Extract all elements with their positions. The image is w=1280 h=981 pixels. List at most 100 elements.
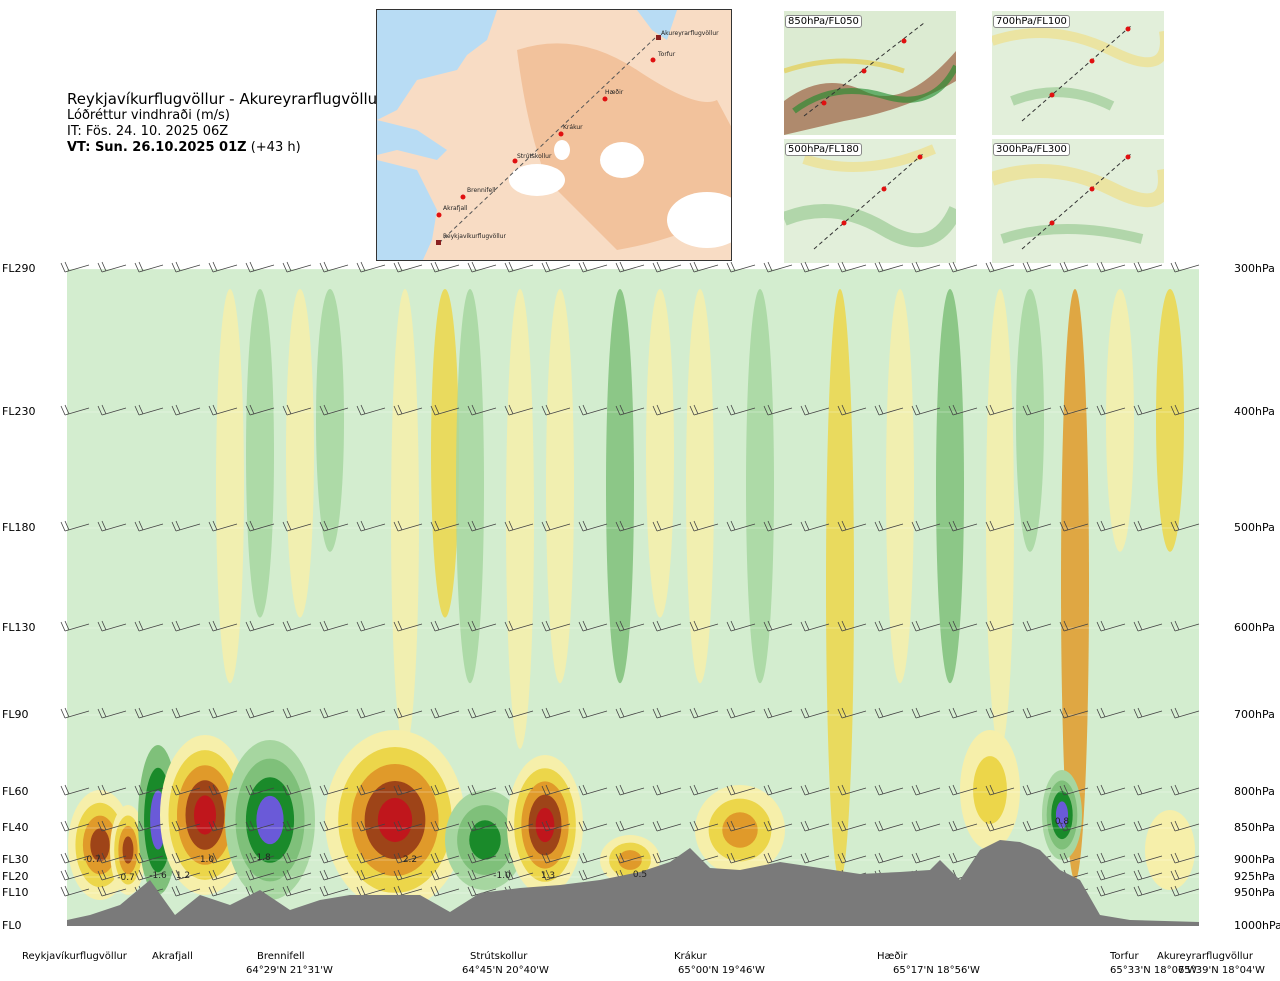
- wind-barb: [800, 620, 830, 632]
- pressure-label: 600hPa: [1234, 621, 1275, 634]
- updraft-cell: [1055, 801, 1069, 829]
- wind-barb: [1133, 852, 1163, 864]
- wind-barb: [800, 820, 830, 832]
- wind-barb: [689, 707, 719, 719]
- wind-barb: [208, 404, 238, 416]
- wind-barb: [245, 620, 275, 632]
- wind-barb: [97, 707, 127, 719]
- wind-barb: [282, 852, 312, 864]
- wind-barb: [1096, 784, 1126, 796]
- wind-barb: [393, 520, 423, 532]
- wind-barb: [763, 620, 793, 632]
- wind-barb: [541, 852, 571, 864]
- wind-barb: [689, 784, 719, 796]
- extreme-label: -1.0: [493, 871, 511, 881]
- wind-barb: [208, 261, 238, 273]
- wind-barb: [282, 261, 312, 273]
- pressure-label: 400hPa: [1234, 405, 1275, 418]
- waypoint-name: Akureyrarflugvöllur: [1157, 951, 1254, 962]
- updraft-cell: [1145, 810, 1195, 890]
- wind-barb: [134, 869, 164, 881]
- updraft-cell: [122, 836, 134, 864]
- wind-barb: [1022, 784, 1052, 796]
- wind-barb: [1133, 620, 1163, 632]
- variable-label: Lóðréttur vindhraði (m/s): [67, 108, 230, 123]
- wind-barb: [504, 784, 534, 796]
- updraft-cell: [469, 820, 501, 860]
- wind-barb: [948, 620, 978, 632]
- wind-barb: [134, 404, 164, 416]
- wind-barb: [874, 261, 904, 273]
- wind-barb: [1170, 261, 1200, 273]
- wind-barb: [1022, 620, 1052, 632]
- pressure-label: 850hPa: [1234, 821, 1275, 834]
- mini-label-500: 500hPa/FL180: [785, 143, 862, 156]
- wind-barb: [319, 261, 349, 273]
- wind-barb: [356, 885, 386, 897]
- wind-barb: [97, 852, 127, 864]
- wind-barb: [393, 784, 423, 796]
- wind-barb: [578, 869, 608, 881]
- wind-barb: [60, 820, 90, 832]
- pressure-label: 800hPa: [1234, 785, 1275, 798]
- wind-barb: [356, 620, 386, 632]
- wave-stripe: [391, 289, 419, 749]
- wave-stripe: [506, 289, 534, 749]
- wind-barb: [615, 820, 645, 832]
- wind-barb: [689, 404, 719, 416]
- wind-barb: [541, 520, 571, 532]
- extreme-label: 2.2: [403, 855, 417, 865]
- mini-map-300: 300hPa/FL300: [992, 139, 1164, 263]
- wind-barb: [541, 261, 571, 273]
- wind-barb: [726, 707, 756, 719]
- wave-stripe: [606, 289, 634, 684]
- wind-barb: [356, 869, 386, 881]
- wind-barb: [504, 520, 534, 532]
- pressure-label: 300hPa: [1234, 262, 1275, 275]
- wind-barb: [800, 707, 830, 719]
- wind-barb: [911, 404, 941, 416]
- wind-barb: [800, 404, 830, 416]
- wind-barb: [245, 520, 275, 532]
- wave-stripe: [456, 289, 484, 684]
- fl-label: FL40: [2, 821, 29, 834]
- wind-barb: [1096, 520, 1126, 532]
- mini-map-700: 700hPa/FL100: [992, 11, 1164, 135]
- wind-barb: [319, 520, 349, 532]
- wind-barb: [948, 820, 978, 832]
- updraft-cell: [722, 812, 758, 848]
- valid-time: VT: Sun. 26.10.2025 01Z (+43 h): [67, 140, 301, 155]
- wind-barb: [615, 784, 645, 796]
- wind-barb: [1170, 869, 1200, 881]
- wind-barb: [1059, 620, 1089, 632]
- wind-barb: [1096, 404, 1126, 416]
- wind-barb: [356, 784, 386, 796]
- wave-stripe: [1106, 289, 1134, 552]
- wind-barb: [763, 707, 793, 719]
- wind-barb: [319, 784, 349, 796]
- wind-barb: [837, 820, 867, 832]
- wind-barb: [874, 404, 904, 416]
- wind-barb: [615, 707, 645, 719]
- wind-barb: [282, 784, 312, 796]
- wind-barb: [1059, 520, 1089, 532]
- wind-barb: [615, 620, 645, 632]
- wind-barb: [430, 520, 460, 532]
- wind-barb: [97, 404, 127, 416]
- extreme-label: -0.7: [117, 873, 135, 883]
- wind-barb: [245, 404, 275, 416]
- wind-barb: [97, 869, 127, 881]
- waypoint-coord: 65°17'N 18°56'W: [893, 965, 980, 976]
- wind-barb: [911, 261, 941, 273]
- wind-barb: [837, 520, 867, 532]
- wind-barb: [1096, 852, 1126, 864]
- wind-barb: [504, 707, 534, 719]
- wind-barb: [393, 852, 423, 864]
- wind-barb: [911, 620, 941, 632]
- extreme-label: 0.5: [633, 870, 647, 880]
- extreme-label: -0.7: [83, 855, 101, 865]
- pressure-label: 700hPa: [1234, 708, 1275, 721]
- waypoint-name: Krákur: [674, 951, 707, 962]
- wind-barb: [171, 520, 201, 532]
- waypoint-coord: 65°00'N 19°46'W: [678, 965, 765, 976]
